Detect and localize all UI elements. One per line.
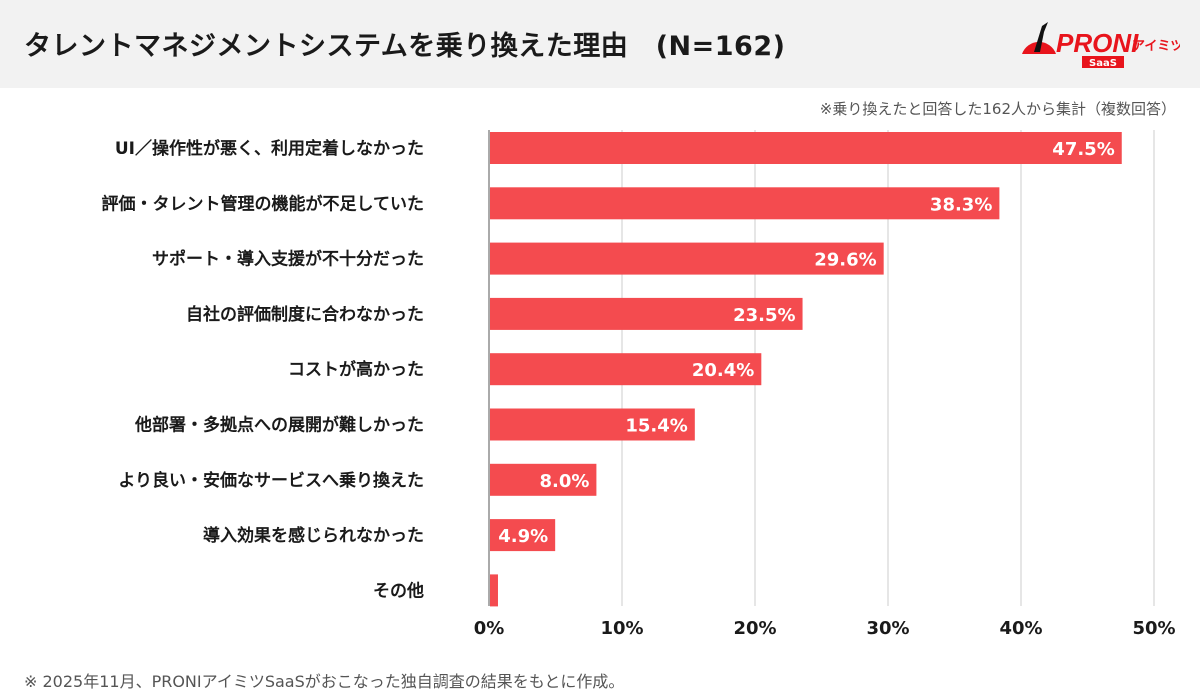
- x-tick-label: 0%: [474, 618, 505, 639]
- category-label: サポート・導入支援が不十分だった: [152, 249, 424, 270]
- bar: [490, 242, 884, 275]
- svg-text:アイミツ: アイミツ: [1132, 39, 1180, 54]
- data-label: 20.4%: [692, 360, 754, 381]
- pronI-logo: PRONI アイミツ SaaS: [1020, 18, 1183, 70]
- x-tick-label: 40%: [999, 618, 1042, 639]
- category-label: 評価・タレント管理の機能が不足していた: [102, 193, 425, 214]
- category-label: コストが高かった: [288, 359, 424, 380]
- header: タレントマネジメントシステムを乗り換えた理由 (N=162) PRONI アイミ…: [0, 0, 1200, 88]
- bar: [490, 132, 1122, 164]
- bar-chart: 0% 10% 20% 30% 40% 50% UI／操作性が悪く、利用定着しなかった 47.5…: [102, 130, 1176, 639]
- category-label: 自社の評価制度に合わなかった: [186, 304, 424, 325]
- data-label: 23.5%: [733, 305, 795, 326]
- data-label: 38.3%: [930, 194, 992, 215]
- x-tick-label: 30%: [866, 618, 909, 639]
- category-label: より良い・安価なサービスへ乗り換えた: [118, 470, 424, 491]
- category-label: UI／操作性が悪く、利用定着しなかった: [115, 138, 424, 159]
- bar: [490, 187, 1000, 220]
- bar: [490, 408, 695, 441]
- data-label: 15.4%: [625, 416, 687, 437]
- x-tick-label: 10%: [600, 618, 643, 639]
- svg-text:PRONI: PRONI: [1056, 28, 1139, 58]
- bar: [490, 463, 597, 496]
- bar: [490, 574, 498, 607]
- x-tick-label: 50%: [1132, 618, 1175, 639]
- bar: [490, 297, 803, 330]
- category-label: その他: [373, 580, 424, 601]
- category-label: 導入効果を感じられなかった: [203, 525, 424, 546]
- data-label: 29.6%: [814, 250, 876, 271]
- bar: [490, 353, 762, 386]
- page-title: タレントマネジメントシステムを乗り換えた理由 (N=162): [24, 31, 786, 62]
- survey-note: ※乗り換えたと回答した162人から集計（複数回答）: [819, 100, 1176, 118]
- x-tick-label: 20%: [733, 618, 776, 639]
- category-label: 他部署・多拠点への展開が難しかった: [134, 415, 424, 436]
- bar: [490, 519, 556, 552]
- footer-note: ※ 2025年11月、PRONIアイミツSaaSがおこなった独自調査の結果をもと…: [24, 672, 625, 691]
- data-label: 4.9%: [498, 526, 548, 547]
- svg-text:SaaS: SaaS: [1089, 58, 1117, 69]
- data-label: 8.0%: [539, 471, 589, 492]
- data-label: 47.5%: [1052, 139, 1114, 160]
